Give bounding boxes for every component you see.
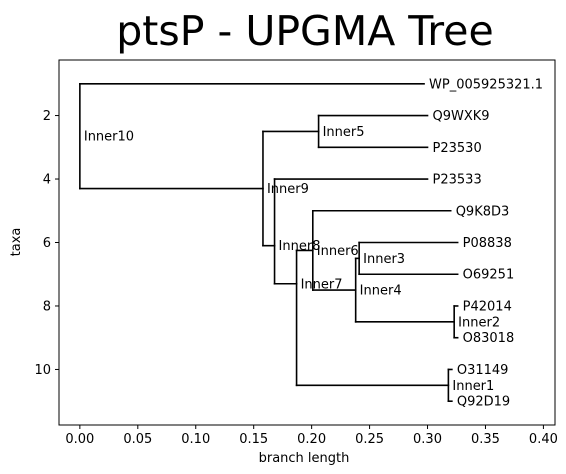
internal-node-label: Inner3 (363, 252, 405, 267)
x-tick-label: 0.10 (181, 432, 210, 447)
leaf-label: P23530 (433, 141, 482, 156)
internal-node-label: Inner10 (84, 130, 134, 145)
tree-edges (79, 83, 459, 402)
leaf-label: WP_005925321.1 (429, 77, 543, 92)
leaf-label: Q9WXK9 (433, 109, 490, 124)
chart-title: ptsP - UPGMA Tree (116, 7, 493, 55)
y-axis-label: taxa (9, 228, 24, 257)
internal-node-label: Inner7 (301, 277, 343, 292)
x-tick-label: 0.20 (297, 432, 326, 447)
y-tick-label: 10 (34, 363, 51, 378)
leaf-label: O69251 (463, 268, 515, 283)
x-tick-label: 0.30 (413, 432, 442, 447)
leaf-label: O31149 (457, 363, 509, 378)
x-axis: 0.00 0.05 0.10 0.15 0.20 0.25 0.30 0.35 0.40 (65, 425, 558, 447)
x-tick-label: 0.15 (239, 432, 268, 447)
internal-node-label: Inner9 (267, 182, 309, 197)
x-tick-label: 0.40 (529, 432, 558, 447)
internal-node-label: Inner1 (452, 379, 494, 394)
x-tick-label: 0.35 (471, 432, 500, 447)
leaf-label: P42014 (463, 299, 512, 314)
x-axis-label: branch length (259, 451, 350, 466)
y-axis: 2 4 6 8 10 (34, 109, 59, 378)
internal-node-label: Inner4 (360, 284, 402, 299)
y-tick-label: 4 (43, 173, 51, 188)
x-tick-label: 0.25 (355, 432, 384, 447)
x-tick-label: 0.05 (123, 432, 152, 447)
y-tick-label: 8 (43, 299, 51, 314)
internal-node-label: Inner6 (317, 244, 359, 259)
y-tick-label: 2 (43, 109, 51, 124)
internal-node-label: Inner8 (279, 239, 321, 254)
leaf-label: O83018 (463, 331, 515, 346)
internal-node-label: Inner2 (458, 315, 500, 330)
leaf-label: P23533 (433, 173, 482, 188)
leaf-label: P08838 (463, 236, 512, 251)
internal-node-label: Inner5 (323, 125, 365, 140)
node-labels: WP_005925321.1 Q9WXK9 P23530 P23533 Q9K8D3 P0… (84, 77, 543, 409)
y-tick-label: 6 (43, 236, 51, 251)
leaf-label: Q9K8D3 (456, 204, 510, 219)
leaf-label: Q92D19 (457, 395, 510, 410)
x-tick-label: 0.00 (65, 432, 94, 447)
